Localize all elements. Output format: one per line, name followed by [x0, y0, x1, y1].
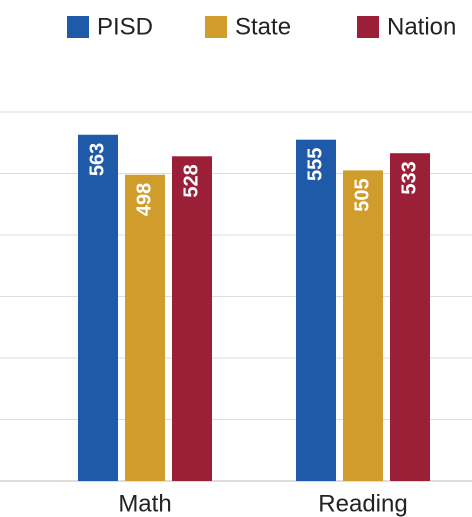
data-label: 505	[351, 178, 373, 211]
bar	[390, 153, 430, 481]
legend-swatch	[357, 16, 379, 38]
bar	[78, 134, 118, 481]
bar	[296, 139, 336, 482]
data-label: 555	[304, 148, 326, 181]
legend-label: Nation	[387, 13, 456, 40]
bar	[343, 170, 383, 482]
legend-label: PISD	[97, 13, 153, 40]
data-label: 498	[133, 183, 155, 216]
legend-label: State	[235, 13, 291, 40]
bar	[125, 174, 165, 482]
legend-swatch	[67, 16, 89, 38]
data-label: 533	[398, 161, 420, 194]
data-label: 528	[180, 164, 202, 197]
x-tick-label: Reading	[318, 490, 407, 517]
bar	[172, 156, 212, 481]
x-tick-label: Math	[118, 490, 171, 517]
legend-swatch	[205, 16, 227, 38]
data-label: 563	[86, 143, 108, 176]
